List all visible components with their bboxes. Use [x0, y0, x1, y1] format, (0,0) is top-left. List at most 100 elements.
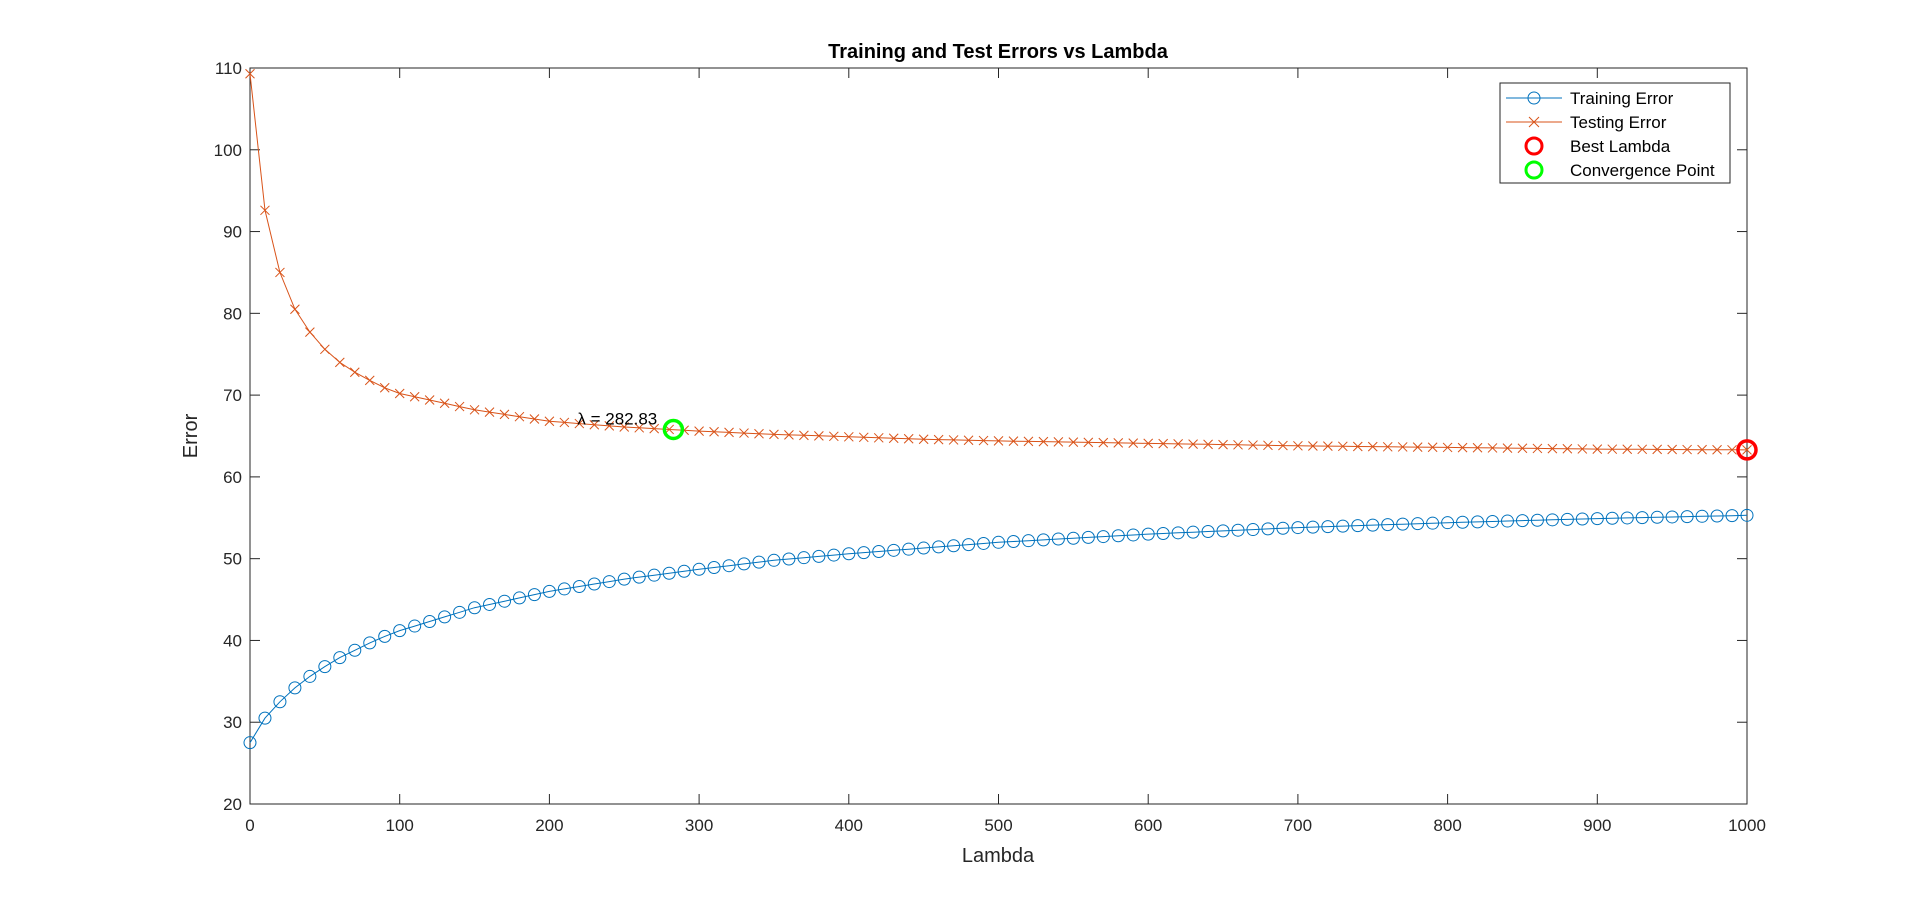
data-point-marker [1141, 527, 1155, 541]
y-tick-label: 40 [223, 631, 242, 650]
data-point-marker [873, 432, 884, 443]
data-point-marker [1427, 442, 1438, 453]
data-point-marker [1113, 438, 1124, 448]
data-point-marker [1186, 525, 1200, 539]
data-point-marker [349, 367, 360, 378]
data-point-marker [1727, 444, 1737, 455]
data-point-marker [1081, 530, 1095, 544]
data-point-marker [709, 426, 719, 437]
x-tick-label: 1000 [1728, 816, 1766, 835]
data-point-marker [1710, 509, 1724, 523]
data-point-marker [409, 391, 420, 402]
data-point-marker [707, 560, 721, 574]
data-point-marker [1411, 517, 1425, 531]
convergence-annotation: λ = 282.83 [577, 409, 657, 428]
data-point-marker [1021, 534, 1035, 548]
data-point-marker [828, 431, 839, 442]
y-tick-label: 100 [214, 141, 242, 160]
data-point-marker [962, 538, 976, 552]
data-point-marker [1352, 441, 1363, 452]
data-point-marker [469, 404, 480, 415]
legend-marker-testing [1528, 116, 1540, 128]
data-point-marker [647, 568, 661, 582]
data-point-marker [574, 418, 585, 429]
data-point-marker [529, 414, 540, 424]
data-point-marker [273, 695, 287, 709]
data-point-marker [1246, 523, 1260, 537]
data-point-marker [363, 636, 377, 650]
y-tick-label: 20 [223, 795, 242, 814]
data-point-marker [604, 421, 615, 431]
data-point-marker [275, 267, 285, 278]
data-point-marker [634, 422, 645, 433]
y-tick-label: 70 [223, 386, 242, 405]
data-point-marker [1276, 521, 1290, 535]
data-point-marker [903, 433, 914, 444]
data-point-marker [1351, 519, 1365, 533]
data-point-marker [318, 660, 332, 674]
data-point-marker [737, 557, 751, 571]
data-point-marker [1472, 442, 1483, 453]
data-point-marker [453, 605, 467, 619]
x-tick-label: 0 [245, 816, 254, 835]
data-point-marker [948, 435, 959, 445]
data-point-marker [993, 436, 1004, 446]
x-tick-label: 200 [535, 816, 563, 835]
data-point-marker [797, 551, 811, 565]
data-point-marker [1622, 444, 1633, 455]
data-point-marker [542, 584, 556, 598]
data-point-marker [917, 541, 931, 555]
data-point-marker [1233, 439, 1243, 450]
series-testing-error [245, 68, 1752, 455]
data-point-marker [1006, 534, 1020, 548]
data-point-marker [1502, 443, 1513, 453]
legend-label-testing: Testing Error [1570, 113, 1667, 132]
data-point-marker [782, 552, 796, 566]
data-point-marker [1023, 436, 1034, 447]
data-point-marker [932, 540, 946, 554]
data-point-marker [333, 651, 347, 665]
data-point-marker [1158, 438, 1169, 449]
data-point-marker [1517, 443, 1528, 454]
data-point-marker [1096, 530, 1110, 544]
data-point-marker [1680, 510, 1694, 524]
legend-entry-training: Training Error [1506, 89, 1674, 108]
y-tick-label: 60 [223, 468, 242, 487]
data-point-marker [1036, 533, 1050, 547]
data-point-marker [632, 570, 646, 584]
data-point-marker [1742, 445, 1752, 455]
data-point-marker [1530, 513, 1544, 527]
data-point-marker [814, 430, 824, 441]
data-point-marker [888, 433, 899, 444]
data-point-marker [557, 582, 571, 596]
data-point-marker [1637, 444, 1648, 455]
data-point-marker [1098, 437, 1109, 448]
x-tick-label: 400 [835, 816, 863, 835]
data-point-marker [1111, 529, 1125, 543]
legend-label-best-lambda: Best Lambda [1570, 137, 1671, 156]
data-point-marker [1577, 444, 1588, 454]
data-point-marker [947, 539, 961, 553]
series-line [249, 514, 1748, 743]
legend-marker-convergence [1524, 160, 1544, 180]
data-point-marker [694, 426, 704, 436]
x-tick-label: 600 [1134, 816, 1162, 835]
data-point-marker [1171, 526, 1185, 540]
data-point-marker [1216, 524, 1230, 538]
legend-marker-training [1527, 91, 1541, 105]
data-point-marker [902, 542, 916, 556]
x-tick-label: 900 [1583, 816, 1611, 835]
y-axis-label: Error [180, 413, 202, 458]
data-point-marker [1337, 441, 1348, 452]
data-point-marker [858, 432, 869, 443]
data-point-marker [1562, 443, 1573, 454]
data-point-marker [1487, 443, 1498, 453]
data-point-marker [1128, 438, 1139, 448]
data-point-marker [739, 428, 749, 438]
data-point-marker [1635, 511, 1649, 525]
data-point-marker [1457, 442, 1468, 453]
data-point-marker [842, 547, 856, 561]
data-point-marker [260, 205, 270, 216]
data-point-marker [1682, 444, 1692, 455]
data-point-marker [1051, 532, 1065, 546]
